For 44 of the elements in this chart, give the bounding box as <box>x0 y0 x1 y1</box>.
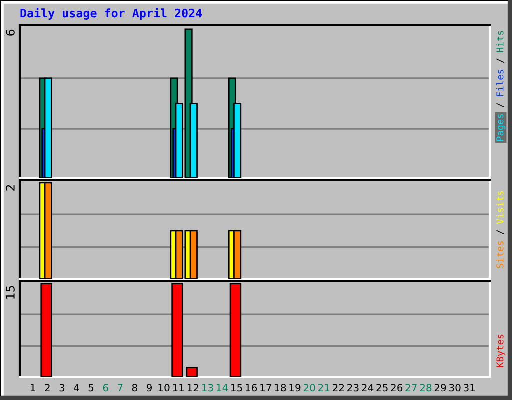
text: / <box>496 230 505 235</box>
x-tick-label: 3 <box>60 384 65 392</box>
text: 15 <box>6 286 15 299</box>
text: Files <box>496 70 504 96</box>
x-tick-label: 8 <box>132 384 138 392</box>
x-tick-label: 31 <box>464 384 476 392</box>
x-tick-label: 12 <box>188 384 199 392</box>
x-tick-label: 19 <box>290 384 301 392</box>
text: / <box>496 58 505 64</box>
x-tick-label: 29 <box>434 384 446 392</box>
x-tick-label: 13 <box>202 384 214 392</box>
text: Sites <box>496 242 504 268</box>
x-tick-label: 20 <box>304 384 316 392</box>
text: KBytes <box>496 334 506 368</box>
x-tick-label: 23 <box>348 384 359 392</box>
x-tick-label: 10 <box>158 384 170 392</box>
x-tick-label: 26 <box>391 384 403 392</box>
x-tick-label: 24 <box>362 384 374 392</box>
x-tick-label: 5 <box>88 384 94 392</box>
x-tick-label: 27 <box>406 384 417 392</box>
x-tick-label: 16 <box>246 384 258 392</box>
x-tick-label: 21 <box>318 384 330 392</box>
x-tick-label: 25 <box>376 384 388 392</box>
x-tick-label: 7 <box>118 384 123 392</box>
x-tick-label: 28 <box>420 384 432 392</box>
x-tick-label: 4 <box>74 384 80 392</box>
x-tick-label: 11 <box>173 384 184 392</box>
x-tick-label: 1 <box>31 384 36 392</box>
x-tick-label: 18 <box>275 384 286 392</box>
text: Visits <box>496 191 504 224</box>
x-tick-label: 6 <box>103 384 108 392</box>
text: 6 <box>6 30 15 36</box>
text: Hits <box>496 31 504 52</box>
text: 2 <box>6 185 15 191</box>
x-tick-label: 30 <box>449 384 461 392</box>
x-tick-label: 15 <box>232 384 242 392</box>
chart-title: Daily usage for April 2024 <box>20 8 202 20</box>
text: Pages <box>496 114 506 142</box>
x-tick-label: 9 <box>146 384 152 392</box>
x-tick-label: 17 <box>260 384 272 392</box>
x-tick-label: 22 <box>333 384 344 392</box>
x-tick-label: 14 <box>216 384 228 392</box>
text: / <box>496 103 505 108</box>
x-tick-label: 2 <box>45 384 50 392</box>
